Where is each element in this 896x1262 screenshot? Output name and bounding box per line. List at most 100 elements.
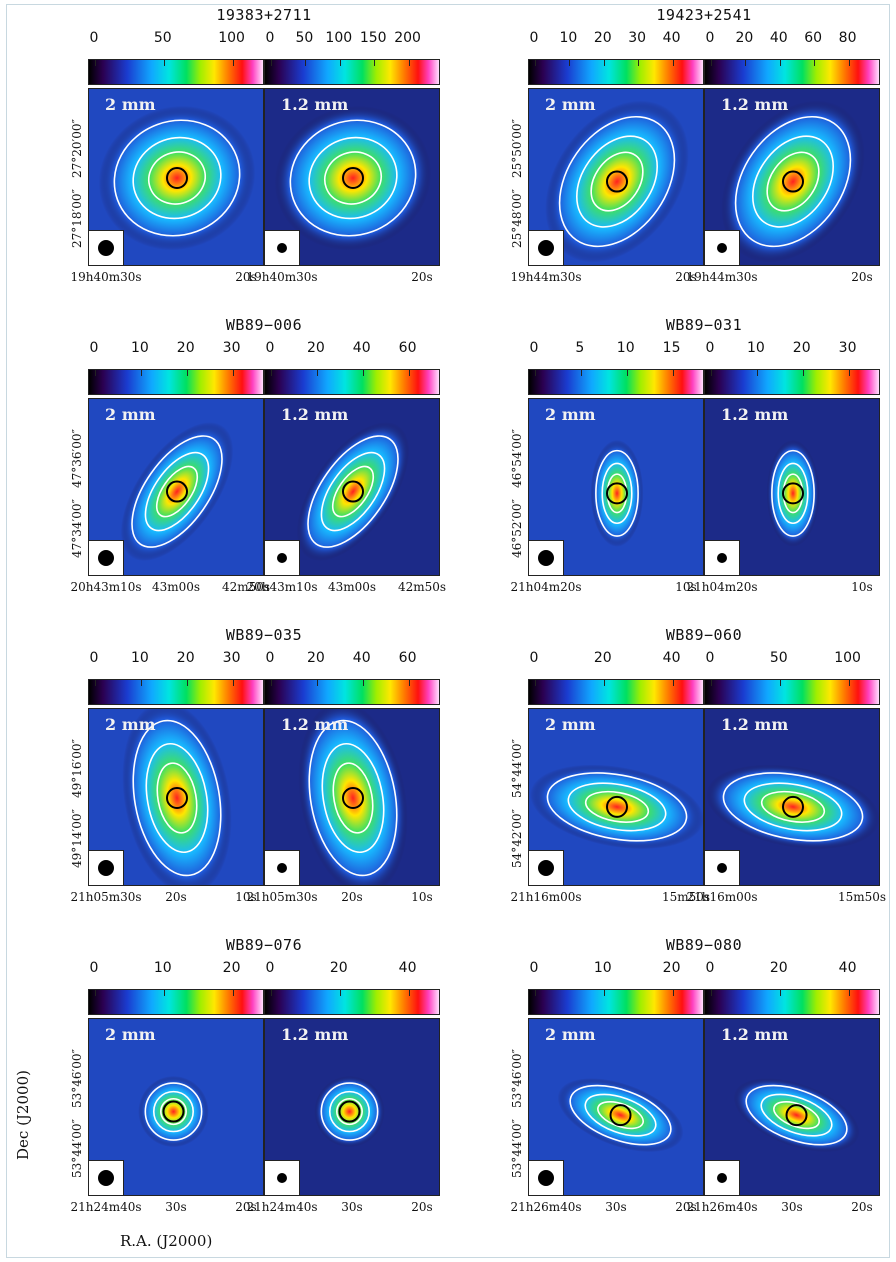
ra-tick-label: 20s bbox=[235, 270, 257, 284]
colorbar-tick-label: 0 bbox=[705, 650, 715, 666]
ra-tick-label: 21h05m30s bbox=[70, 890, 142, 904]
ra-tick-label: 20h43m10s bbox=[70, 580, 142, 594]
colorbar-tick bbox=[408, 680, 410, 686]
colorbar-tick-label: 30 bbox=[222, 340, 241, 356]
source-position-marker bbox=[166, 480, 188, 503]
colorbar-tick bbox=[603, 60, 605, 66]
colorbar-tick-label: 0 bbox=[89, 30, 99, 46]
emission-region bbox=[138, 1075, 209, 1148]
colorbar-tick bbox=[535, 60, 536, 66]
contour-line bbox=[771, 449, 815, 537]
source-title: WB89−035 bbox=[225, 626, 303, 644]
ra-tick-label: 10s bbox=[851, 580, 873, 594]
contour-line bbox=[752, 135, 834, 228]
ra-tick-label: 30s bbox=[341, 1200, 363, 1214]
colorbar-tick-label: 10 bbox=[746, 340, 765, 356]
colorbar-tick-label: 50 bbox=[295, 30, 314, 46]
beam-ellipse bbox=[717, 863, 727, 873]
source-position-marker bbox=[782, 482, 804, 505]
colorbar-tick-label: 20 bbox=[593, 30, 612, 46]
colorbar-tick bbox=[756, 370, 758, 376]
colorbar-tick bbox=[316, 680, 318, 686]
colorbar bbox=[704, 989, 880, 1015]
ra-tick-label: 20s bbox=[675, 270, 697, 284]
contour-line bbox=[584, 1093, 657, 1137]
source-position-marker bbox=[609, 1104, 632, 1127]
emission-region bbox=[590, 439, 644, 547]
ra-tick-label: 10s bbox=[675, 580, 697, 594]
ra-tick-label: 30s bbox=[605, 1200, 627, 1214]
beam-size-box bbox=[89, 230, 124, 265]
ra-tick-label: 19h44m30s bbox=[510, 270, 582, 284]
colorbar-tick bbox=[745, 60, 747, 66]
beam-size-box bbox=[705, 540, 740, 575]
ra-tick-label: 20s bbox=[165, 890, 187, 904]
contour-line bbox=[289, 119, 417, 237]
colorbar-tick bbox=[848, 680, 850, 686]
contour-line bbox=[145, 742, 209, 854]
beam-ellipse bbox=[277, 863, 287, 873]
colorbar-tick bbox=[95, 60, 96, 66]
contour-line bbox=[546, 772, 688, 842]
colorbar-tick bbox=[638, 60, 640, 66]
beam-size-box bbox=[89, 850, 124, 885]
ra-tick-label: 19h40m30s bbox=[70, 270, 142, 284]
colorbar-tick-label: 50 bbox=[769, 650, 788, 666]
contour-line bbox=[148, 151, 206, 205]
contour-line bbox=[576, 135, 658, 228]
band-label: 2 mm bbox=[105, 1025, 156, 1044]
contour-line bbox=[745, 1084, 848, 1146]
colorbar-tick bbox=[408, 990, 410, 996]
beam-size-box bbox=[705, 1160, 740, 1195]
colorbar-tick-label: 150 bbox=[359, 30, 387, 46]
ra-tick-label: 21h24m40s bbox=[70, 1200, 142, 1214]
colorbar-tick bbox=[802, 370, 804, 376]
source-group: WB89−035 0 10 20 30 2 mm 21h05m30s 20s 10s 0 20 40 6… bbox=[70, 624, 440, 914]
colorbar-tick bbox=[95, 680, 96, 686]
colorbar bbox=[264, 679, 440, 705]
map-panel-12mm: 1.2 mm bbox=[264, 398, 440, 576]
map-panel-2mm: 2 mm bbox=[528, 1018, 704, 1196]
source-title: 19423+2541 bbox=[656, 6, 752, 24]
source-position-marker bbox=[606, 170, 628, 193]
emission-region bbox=[766, 439, 820, 547]
colorbar bbox=[528, 989, 704, 1015]
colorbar-tick-label: 10 bbox=[559, 30, 578, 46]
beam-ellipse bbox=[277, 553, 287, 563]
ra-tick-label: 21h04m20s bbox=[510, 580, 582, 594]
colorbar-tick bbox=[186, 370, 188, 376]
contour-line bbox=[743, 782, 843, 832]
source-position-marker bbox=[166, 787, 188, 809]
emission-region bbox=[733, 1078, 860, 1153]
contour-line bbox=[320, 451, 386, 532]
colorbar-tick bbox=[779, 680, 781, 686]
contour-line bbox=[590, 151, 644, 212]
ra-tick-label: 30s bbox=[165, 1200, 187, 1214]
band-label: 1.2 mm bbox=[721, 95, 789, 114]
contour-line bbox=[308, 136, 398, 220]
contour-line bbox=[777, 462, 809, 525]
colorbar-tick-label: 40 bbox=[769, 30, 788, 46]
colorbar-tick-label: 20 bbox=[306, 650, 325, 666]
colorbar-tick bbox=[362, 680, 364, 686]
colorbar-tick-label: 20 bbox=[176, 650, 195, 666]
map-panel-2mm: 2 mm bbox=[528, 708, 704, 886]
colorbar-tick-label: 20 bbox=[306, 340, 325, 356]
beam-size-box bbox=[529, 1160, 564, 1195]
colorbar-tick-label: 100 bbox=[834, 650, 861, 666]
source-group: WB89−060 0 20 40 2 mm 21h16m00s 15m50s 0 50 100 1.… bbox=[510, 626, 887, 904]
intensity-map bbox=[265, 89, 439, 265]
figure-frame bbox=[6, 4, 890, 1258]
beam-ellipse bbox=[98, 550, 114, 566]
colorbar-tick bbox=[672, 60, 674, 66]
contour-line bbox=[160, 1097, 187, 1126]
colorbar-tick bbox=[271, 60, 272, 66]
beam-ellipse bbox=[538, 240, 554, 256]
contour-line bbox=[321, 742, 385, 854]
colorbar-tick bbox=[232, 370, 234, 376]
intensity-map bbox=[89, 89, 263, 265]
colorbar-tick bbox=[186, 680, 188, 686]
source-group: 19383+2711 0 50 100 2 mm 19h40m30s 20s 0 50 100 15… bbox=[70, 4, 440, 294]
intensity-map bbox=[265, 1019, 439, 1195]
intensity-map bbox=[529, 399, 703, 575]
